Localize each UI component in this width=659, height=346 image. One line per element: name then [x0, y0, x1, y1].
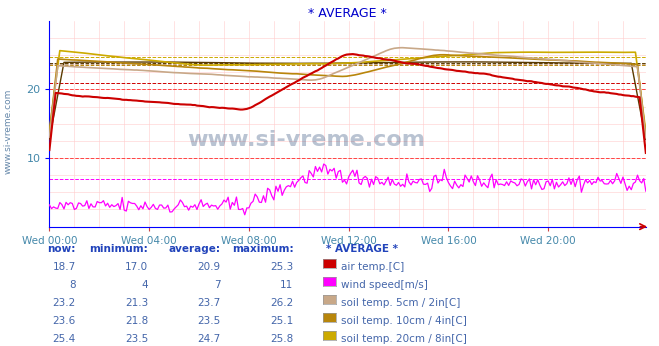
Text: 24.7: 24.7: [198, 334, 221, 344]
Text: * AVERAGE *: * AVERAGE *: [326, 244, 398, 254]
Text: 4: 4: [142, 280, 148, 290]
Text: average:: average:: [169, 244, 221, 254]
Text: 23.2: 23.2: [53, 298, 76, 308]
Text: 18.7: 18.7: [53, 262, 76, 272]
Text: air temp.[C]: air temp.[C]: [341, 262, 404, 272]
Text: soil temp. 10cm / 4in[C]: soil temp. 10cm / 4in[C]: [341, 316, 467, 326]
Text: soil temp. 20cm / 8in[C]: soil temp. 20cm / 8in[C]: [341, 334, 467, 344]
Text: wind speed[m/s]: wind speed[m/s]: [341, 280, 428, 290]
Text: 8: 8: [69, 280, 76, 290]
Text: 20.9: 20.9: [198, 262, 221, 272]
Text: 17.0: 17.0: [125, 262, 148, 272]
Text: 21.3: 21.3: [125, 298, 148, 308]
Text: 21.8: 21.8: [125, 316, 148, 326]
Text: www.si-vreme.com: www.si-vreme.com: [187, 130, 425, 150]
Text: www.si-vreme.com: www.si-vreme.com: [3, 89, 13, 174]
Text: now:: now:: [47, 244, 76, 254]
Text: 11: 11: [280, 280, 293, 290]
Text: 7: 7: [214, 280, 221, 290]
Text: 23.5: 23.5: [125, 334, 148, 344]
Text: maximum:: maximum:: [231, 244, 293, 254]
Text: 23.5: 23.5: [198, 316, 221, 326]
Title: * AVERAGE *: * AVERAGE *: [308, 7, 387, 20]
Text: 25.4: 25.4: [53, 334, 76, 344]
Text: 26.2: 26.2: [270, 298, 293, 308]
Text: 25.8: 25.8: [270, 334, 293, 344]
Text: 25.1: 25.1: [270, 316, 293, 326]
Text: 23.7: 23.7: [198, 298, 221, 308]
Text: soil temp. 5cm / 2in[C]: soil temp. 5cm / 2in[C]: [341, 298, 460, 308]
Text: 25.3: 25.3: [270, 262, 293, 272]
Text: 23.6: 23.6: [53, 316, 76, 326]
Text: minimum:: minimum:: [90, 244, 148, 254]
